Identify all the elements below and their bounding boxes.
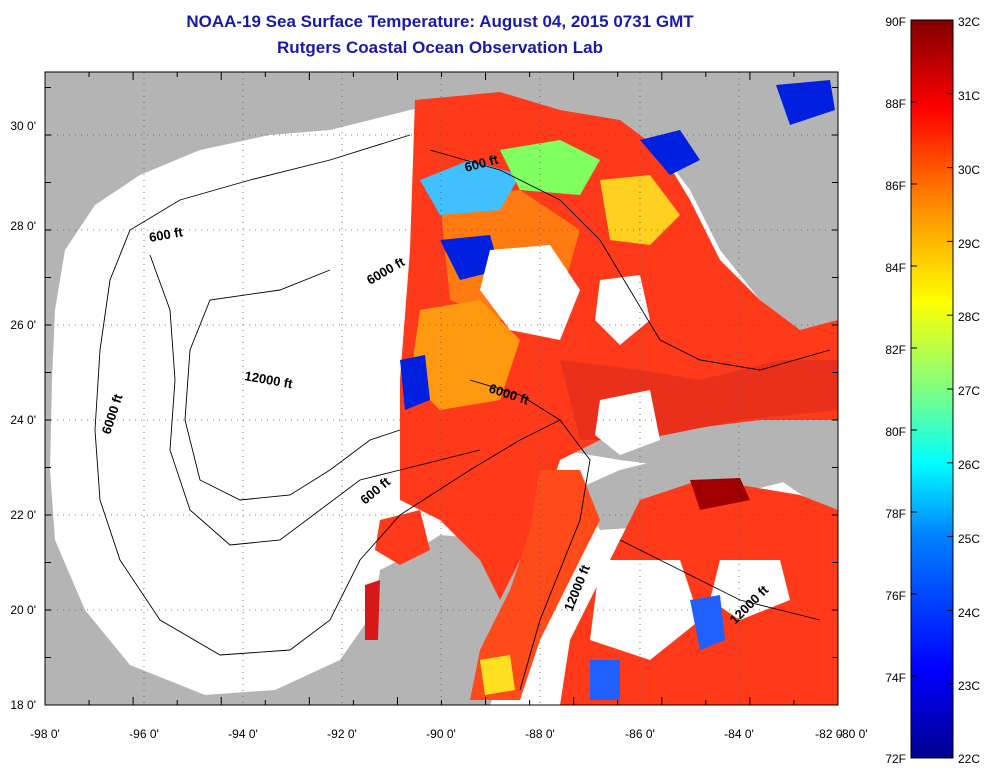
colorbar-c-label: 23C: [958, 679, 980, 693]
x-tick-label: -92 0': [327, 727, 357, 741]
x-tick-label: -80 0': [838, 727, 868, 741]
florida-land: [700, 72, 838, 365]
colorbar-c-label: 24C: [958, 606, 980, 620]
graticule: [45, 72, 838, 705]
colorbar-c-label: 30C: [958, 163, 980, 177]
colorbar-f-label: 88F: [885, 97, 906, 111]
y-tick-label: 20 0': [10, 603, 36, 617]
y-tick-label: 30 0': [10, 119, 36, 133]
colorbar-c-label: 29C: [958, 237, 980, 251]
x-tick-label: -96 0': [129, 727, 159, 741]
x-tick-label: -88 0': [525, 727, 555, 741]
map-title: NOAA-19 Sea Surface Temperature: August …: [186, 12, 694, 31]
colorbar-f-label: 76F: [885, 589, 906, 603]
x-tick-label: -94 0': [228, 727, 258, 741]
y-tick-label: 24 0': [10, 413, 36, 427]
colorbar-c-label: 31C: [958, 89, 980, 103]
x-tick-label: -86 0': [625, 727, 655, 741]
y-tick-label: 22 0': [10, 508, 36, 522]
colorbar-f-label: 86F: [885, 179, 906, 193]
colorbar-f-label: 74F: [885, 671, 906, 685]
y-tick-label: 26 0': [10, 318, 36, 332]
x-tick-label: -90 0': [426, 727, 456, 741]
colorbar-c-label: 28C: [958, 310, 980, 324]
colorbar-f-label: 72F: [885, 752, 906, 766]
colorbar-c-label: 26C: [958, 458, 980, 472]
colorbar-f-label: 78F: [885, 507, 906, 521]
sst-data: [365, 80, 838, 705]
colorbar-c-label: 22C: [958, 752, 980, 766]
x-tick-label: -98 0': [30, 727, 60, 741]
map-subtitle: Rutgers Coastal Ocean Observation Lab: [277, 38, 603, 57]
contour-label: 600 ft: [148, 224, 185, 245]
colorbar-c-label: 25C: [958, 532, 980, 546]
x-tick-label: -84 0': [724, 727, 754, 741]
colorbar-f-label: 90F: [885, 15, 906, 29]
y-tick-label: 28 0': [10, 219, 36, 233]
colorbar-f-label: 84F: [885, 261, 906, 275]
colorbar-f-label: 82F: [885, 343, 906, 357]
colorbar-c-label: 32C: [958, 15, 980, 29]
colorbar-ticks: [911, 19, 953, 759]
colorbar-f-label: 80F: [885, 425, 906, 439]
axis-ticks: [44, 72, 839, 706]
colorbar: [910, 19, 954, 759]
x-tick-label: -82 0': [815, 727, 845, 741]
colorbar-c-label: 27C: [958, 384, 980, 398]
y-tick-label: 18 0': [10, 698, 36, 712]
